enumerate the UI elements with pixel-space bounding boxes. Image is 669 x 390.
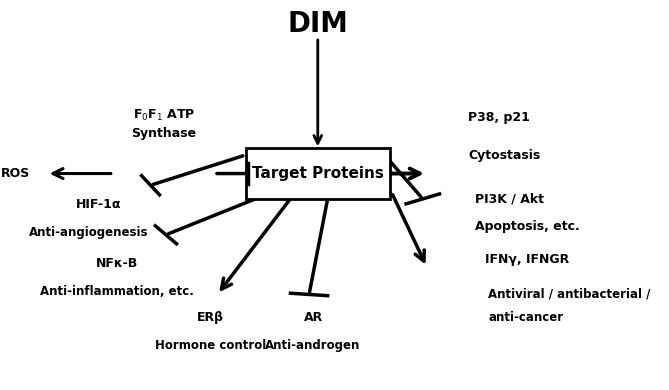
Text: HIF-1α: HIF-1α (76, 198, 122, 211)
Text: Target Proteins: Target Proteins (252, 166, 384, 181)
Text: ROS: ROS (1, 167, 30, 180)
FancyBboxPatch shape (246, 148, 390, 199)
Text: Synthase: Synthase (131, 127, 197, 140)
Text: Anti-angiogenesis: Anti-angiogenesis (29, 225, 148, 239)
Text: Hormone control: Hormone control (155, 339, 266, 352)
Text: Antiviral / antibacterial /: Antiviral / antibacterial / (488, 288, 651, 301)
Text: Apoptosis, etc.: Apoptosis, etc. (475, 220, 580, 233)
Text: ERβ: ERβ (197, 311, 224, 324)
Text: Cytostasis: Cytostasis (468, 149, 541, 163)
Text: PI3K / Akt: PI3K / Akt (475, 192, 544, 206)
Text: IFNγ, IFNGR: IFNγ, IFNGR (485, 253, 569, 266)
Text: Anti-inflammation, etc.: Anti-inflammation, etc. (40, 285, 194, 298)
Text: Anti-androgen: Anti-androgen (266, 339, 361, 352)
Text: anti-cancer: anti-cancer (488, 311, 563, 324)
Text: AR: AR (304, 311, 322, 324)
Text: F$_0$F$_1$ ATP: F$_0$F$_1$ ATP (132, 108, 195, 123)
Text: P38, p21: P38, p21 (468, 110, 530, 124)
Text: DIM: DIM (288, 10, 348, 38)
Text: NFκ-B: NFκ-B (96, 257, 138, 270)
